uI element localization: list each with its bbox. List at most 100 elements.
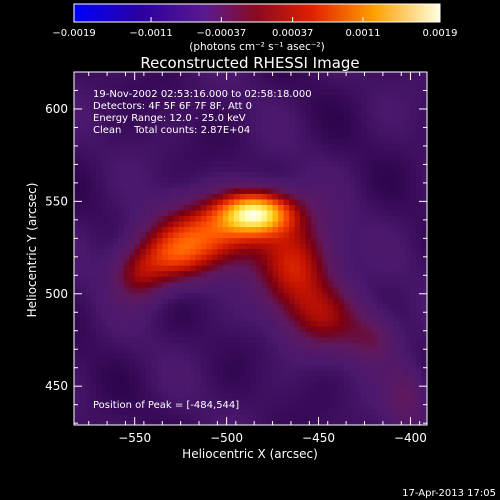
heatmap-cell bbox=[217, 99, 224, 106]
heatmap-cell bbox=[79, 220, 86, 228]
heatmap-cell bbox=[256, 121, 263, 128]
heatmap-cell bbox=[250, 226, 257, 233]
heatmap-cell bbox=[129, 154, 136, 161]
heatmap-cell bbox=[415, 413, 423, 421]
heatmap-cell bbox=[388, 281, 395, 288]
heatmap-cell bbox=[333, 237, 340, 244]
heatmap-cell bbox=[101, 347, 108, 354]
heatmap-cell bbox=[184, 325, 191, 332]
heatmap-cell bbox=[261, 287, 268, 294]
heatmap-cell bbox=[195, 336, 202, 343]
heatmap-cell bbox=[112, 160, 119, 167]
heatmap-cell bbox=[421, 99, 427, 106]
heatmap-cell bbox=[311, 309, 318, 316]
heatmap-cell bbox=[118, 154, 125, 161]
heatmap-cell bbox=[311, 375, 318, 382]
heatmap-cell bbox=[233, 77, 241, 84]
heatmap-cell bbox=[233, 386, 241, 393]
heatmap-cell bbox=[421, 105, 427, 112]
heatmap-cell bbox=[360, 160, 367, 167]
heatmap-cell bbox=[228, 320, 235, 327]
heatmap-cell bbox=[123, 254, 130, 261]
heatmap-cell bbox=[228, 298, 235, 305]
heatmap-cell bbox=[294, 259, 301, 266]
heatmap-cell bbox=[151, 287, 158, 294]
heatmap-cell bbox=[366, 336, 373, 343]
heatmap-cell bbox=[283, 358, 290, 365]
heatmap-cell bbox=[118, 242, 125, 250]
heatmap-cell bbox=[123, 110, 130, 117]
heatmap-cell bbox=[244, 380, 252, 387]
heatmap-cell bbox=[244, 231, 252, 239]
heatmap-cell bbox=[377, 215, 384, 222]
heatmap-cell bbox=[189, 176, 196, 183]
heatmap-cell bbox=[283, 369, 290, 376]
heatmap-cell bbox=[415, 94, 423, 101]
heatmap-cell bbox=[244, 369, 252, 376]
heatmap-cell bbox=[404, 358, 412, 365]
heatmap-cell bbox=[195, 226, 202, 233]
heatmap-cell bbox=[267, 347, 274, 354]
heatmap-cell bbox=[123, 143, 130, 150]
heatmap-cell bbox=[278, 182, 285, 189]
heatmap-cell bbox=[294, 391, 301, 399]
heatmap-cell bbox=[289, 121, 296, 128]
heatmap-cell bbox=[112, 116, 119, 123]
heatmap-cell bbox=[278, 380, 285, 387]
heatmap-cell bbox=[283, 176, 290, 183]
heatmap-cell bbox=[327, 160, 334, 167]
heatmap-cell bbox=[118, 198, 125, 205]
heatmap-cell bbox=[256, 94, 263, 101]
heatmap-cell bbox=[244, 209, 252, 217]
heatmap-cell bbox=[338, 176, 345, 183]
heatmap-cell bbox=[289, 110, 296, 117]
heatmap-cell bbox=[256, 154, 263, 161]
heatmap-cell bbox=[333, 176, 340, 183]
heatmap-cell bbox=[382, 88, 389, 95]
heatmap-cell bbox=[311, 386, 318, 393]
heatmap-cell bbox=[305, 320, 312, 327]
heatmap-cell bbox=[377, 165, 384, 172]
heatmap-cell bbox=[393, 149, 401, 156]
heatmap-cell bbox=[382, 369, 389, 376]
heatmap-cell bbox=[244, 220, 252, 228]
heatmap-cell bbox=[316, 149, 323, 156]
heatmap-cell bbox=[421, 375, 427, 382]
heatmap-cell bbox=[129, 99, 136, 106]
heatmap-cell bbox=[399, 292, 406, 299]
heatmap-cell bbox=[233, 276, 241, 283]
heatmap-cell bbox=[388, 419, 395, 425]
heatmap-cell bbox=[173, 419, 180, 425]
heatmap-cell bbox=[222, 375, 230, 382]
heatmap-cell bbox=[311, 320, 318, 327]
heatmap-cell bbox=[382, 171, 389, 178]
heatmap-cell bbox=[267, 391, 274, 399]
heatmap-cell bbox=[96, 72, 103, 79]
heatmap-cell bbox=[189, 303, 196, 310]
heatmap-cell bbox=[410, 171, 417, 178]
heatmap-cell bbox=[101, 353, 108, 360]
heatmap-cell bbox=[256, 353, 263, 360]
heatmap-cell bbox=[294, 375, 301, 382]
heatmap-cell bbox=[404, 375, 412, 382]
heatmap-cell bbox=[338, 292, 345, 299]
heatmap-cell bbox=[322, 209, 329, 217]
heatmap-cell bbox=[415, 298, 423, 305]
heatmap-cell bbox=[300, 215, 307, 222]
heatmap-cell bbox=[178, 336, 185, 343]
heatmap-cell bbox=[200, 292, 207, 299]
heatmap-cell bbox=[338, 105, 345, 112]
heatmap-cell bbox=[393, 375, 401, 382]
heatmap-cell bbox=[404, 259, 412, 266]
heatmap-cell bbox=[145, 298, 152, 305]
heatmap-cell bbox=[382, 259, 389, 266]
heatmap-cell bbox=[404, 292, 412, 299]
heatmap-cell bbox=[415, 182, 423, 189]
heatmap-cell bbox=[200, 254, 207, 261]
heatmap-cell bbox=[355, 105, 362, 112]
heatmap-cell bbox=[118, 331, 125, 338]
heatmap-cell bbox=[256, 220, 263, 228]
heatmap-cell bbox=[289, 143, 296, 150]
heatmap-cell bbox=[338, 132, 345, 139]
heatmap-cell bbox=[211, 149, 219, 156]
